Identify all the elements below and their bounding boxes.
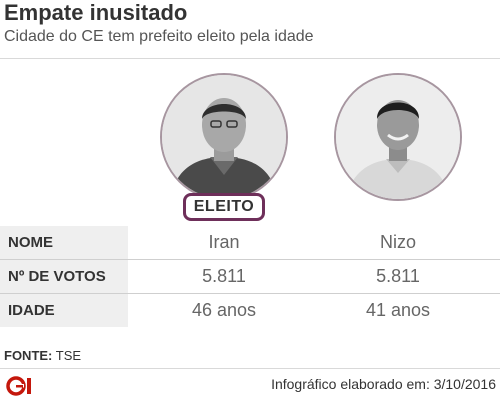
cell-age-nizo: 41 anos xyxy=(365,300,431,320)
g1-logo xyxy=(6,376,31,396)
row-label-votes: Nº DE VOTOS xyxy=(0,260,128,293)
source-note: FONTE: TSE xyxy=(4,348,81,363)
row-divider xyxy=(0,293,500,294)
footer-divider xyxy=(0,368,500,369)
cell-age-iran: 46 anos xyxy=(191,300,257,320)
cell-votes-nizo: 5.811 xyxy=(376,266,420,286)
page-title: Empate inusitado xyxy=(4,0,188,25)
row-label-age: IDADE xyxy=(0,294,128,327)
elected-badge: ELEITO xyxy=(183,193,265,221)
page-subtitle: Cidade do CE tem prefeito eleito pela id… xyxy=(4,28,314,45)
cell-name-nizo: Nizo xyxy=(379,232,416,252)
header-divider xyxy=(0,58,500,59)
cell-name-iran: Iran xyxy=(208,232,240,252)
source-label: FONTE: xyxy=(4,348,53,363)
cell-votes-iran: 5.811 xyxy=(202,266,246,286)
table-row: NOME Iran Nizo xyxy=(0,226,500,259)
credit-text: Infográfico elaborado em: 3/10/2016 xyxy=(271,376,496,392)
table-row: Nº DE VOTOS 5.811 5.811 xyxy=(0,260,500,293)
candidate-photo-iran xyxy=(160,73,288,201)
person-photo-icon xyxy=(336,75,460,199)
row-divider xyxy=(0,259,500,260)
source-value: TSE xyxy=(55,348,82,363)
row-label-name: NOME xyxy=(0,226,128,259)
table-row: IDADE 46 anos 41 anos xyxy=(0,294,500,327)
candidate-photo-nizo xyxy=(334,73,462,201)
person-photo-icon xyxy=(162,75,286,199)
